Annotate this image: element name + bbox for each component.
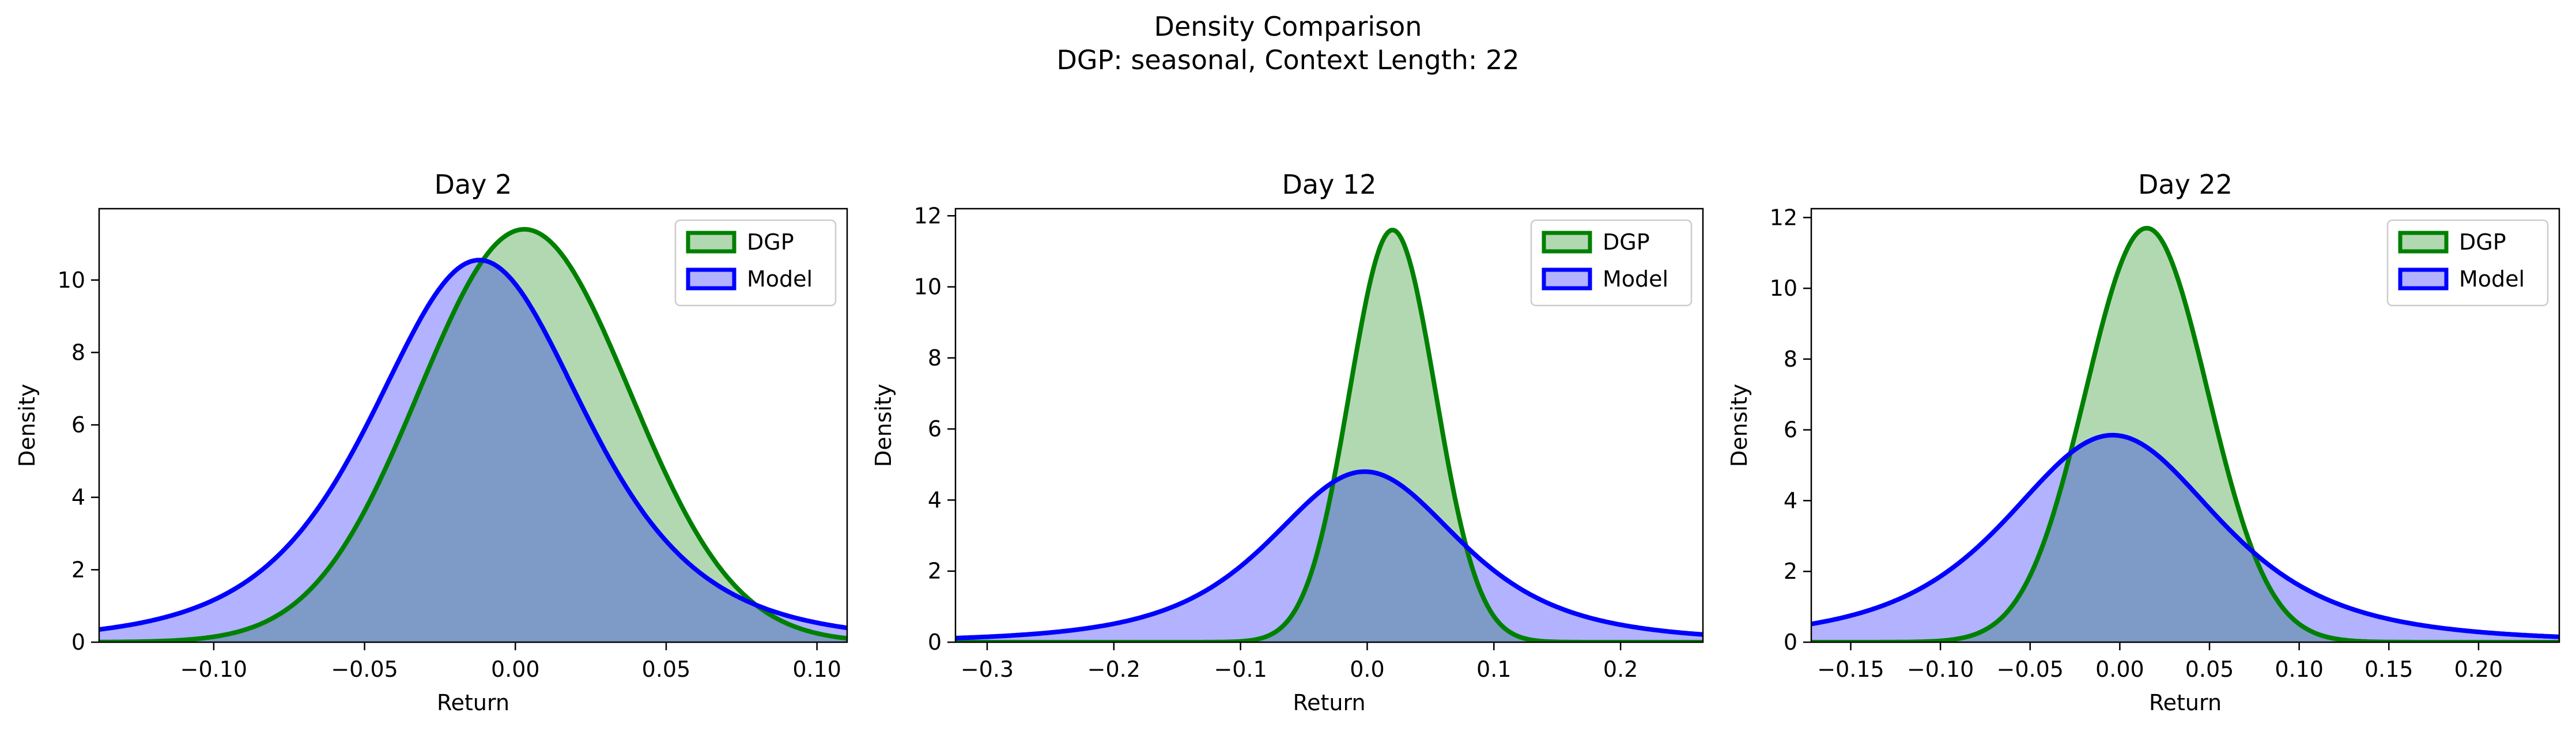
y-axis-label: Density [1727,384,1752,467]
x-tick-label: 0.20 [2454,657,2503,682]
legend-label-dgp: DGP [2459,229,2506,255]
legend-label-model: Model [747,266,813,292]
legend-swatch-dgp [2398,231,2449,254]
legend-label-dgp: DGP [747,229,794,255]
legend: DGP Model [2386,219,2549,307]
axes-frame [1810,208,2560,643]
plot-area [1811,225,2559,642]
x-tick-label: −0.15 [1817,657,1884,682]
x-tick-label: 0.05 [642,657,691,682]
x-axis-label: Return [2149,690,2222,715]
x-tick-label: 0.0 [1350,657,1384,682]
y-tick-label: 6 [928,416,942,442]
density-overlap [955,472,1703,642]
x-tick-label: −0.1 [1214,657,1267,682]
density-line-dgp [1811,225,2559,642]
panel-3: −0.15 −0.10 −0.05 0.00 0.05 0.10 0.15 0.20 0 2 4 6 8… [1727,169,2560,715]
density-overlap [99,260,847,642]
y-tick-label: 4 [928,487,942,512]
y-tick-label: 0 [71,630,85,655]
panel-title: Day 2 [435,169,512,200]
y-tick-label: 10 [58,267,85,293]
panel-1: −0.10 −0.05 0.00 0.05 0.10 0 2 4 6 8 10 Day 2 Return… [14,169,848,715]
y-tick-label: 4 [71,485,85,510]
figure-title: Density Comparison [1154,11,1422,42]
x-tick-label: 0.00 [2095,657,2144,682]
density-overlap [1811,435,2559,642]
y-tick-label: 2 [1784,559,1797,584]
y-tick-label: 8 [928,345,942,371]
panel-title: Day 12 [1282,169,1377,200]
density-fill-dgp [1811,228,2559,642]
y-tick-label: 12 [1770,205,1797,230]
legend-label-model: Model [2459,266,2525,292]
legend: DGP Model [674,219,837,307]
legend-label-dgp: DGP [1603,229,1650,255]
figure-subtitle: DGP: seasonal, Context Length: 22 [1056,44,1519,76]
x-tick-label: −0.05 [1997,657,2064,682]
y-tick-label: 10 [914,274,942,300]
y-tick-label: 6 [71,412,85,438]
y-axis-label: Density [14,384,40,467]
x-axis-label: Return [437,690,509,715]
x-tick-label: −0.10 [180,657,247,682]
x-tick-label: 0.1 [1476,657,1511,682]
plot-area [99,227,847,642]
legend-swatch-dgp [1542,231,1592,254]
legend-swatch-model [686,267,736,291]
axes-frame [954,208,1704,643]
x-tick-label: 0.05 [2185,657,2234,682]
density-line-model [1811,432,2559,639]
y-tick-label: 2 [928,559,942,584]
y-tick-label: 8 [71,340,85,365]
y-tick-label: 8 [1784,346,1797,372]
y-tick-label: 12 [914,203,942,228]
density-line-model [99,258,847,632]
panel-2: −0.3 −0.2 −0.1 0.0 0.1 0.2 0 2 4 6 8 10 12 Day 12 Retu… [871,169,1704,715]
x-tick-label: −0.05 [331,657,398,682]
y-tick-label: 10 [1770,276,1797,301]
legend-swatch-model [1542,267,1592,291]
legend-swatch-model [2398,267,2449,291]
panel-title: Day 22 [2138,169,2233,200]
x-tick-label: 0.10 [792,657,841,682]
x-axis-label: Return [1293,690,1365,715]
x-tick-label: 0.2 [1603,657,1638,682]
y-tick-label: 6 [1784,417,1797,443]
y-tick-label: 2 [71,557,85,582]
y-axis-label: Density [871,384,896,467]
legend-label-model: Model [1603,266,1668,292]
x-tick-label: −0.2 [1087,657,1140,682]
x-tick-label: 0.00 [491,657,540,682]
y-tick-label: 4 [1784,488,1797,513]
x-tick-label: 0.10 [2275,657,2324,682]
x-tick-label: 0.15 [2365,657,2413,682]
x-tick-label: −0.3 [961,657,1014,682]
legend: DGP Model [1530,219,1693,307]
density-line-dgp [99,227,847,642]
legend-swatch-dgp [686,231,736,254]
y-tick-label: 0 [928,630,942,655]
x-tick-label: −0.10 [1907,657,1974,682]
y-tick-label: 0 [1784,630,1797,655]
density-line-model [955,469,1703,640]
